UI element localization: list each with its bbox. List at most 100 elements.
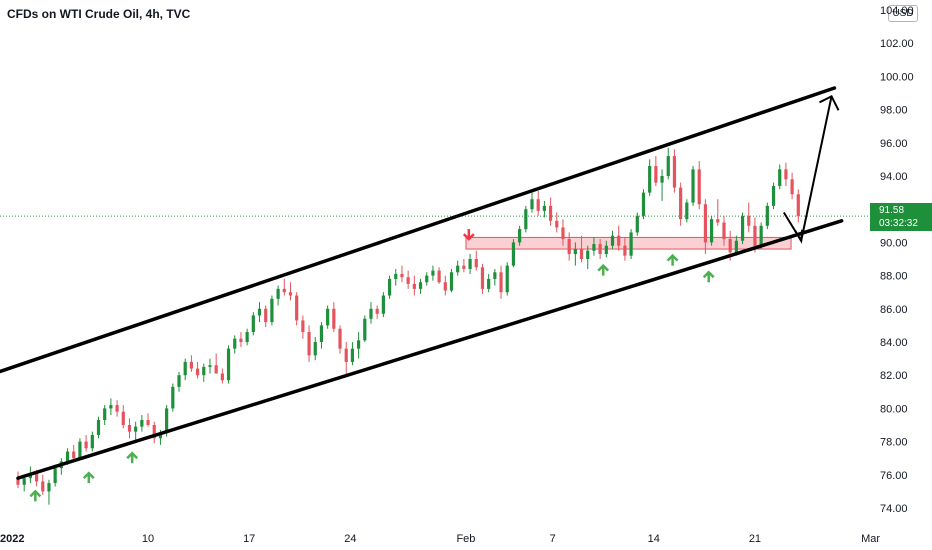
candle (592, 237, 596, 256)
candle (561, 219, 565, 246)
candle (493, 268, 497, 286)
candle (778, 164, 782, 190)
projection-turn (794, 229, 804, 244)
y-tick-label: 78.00 (880, 437, 908, 449)
candle (654, 156, 658, 186)
candle (72, 444, 76, 462)
candle (449, 268, 454, 293)
candle (524, 205, 528, 233)
candle (765, 202, 769, 230)
candle (344, 342, 348, 377)
candle (140, 415, 144, 432)
currency-button[interactable]: USD (888, 5, 918, 22)
candle (641, 189, 646, 220)
candle (90, 431, 94, 452)
candle (518, 225, 522, 246)
projection-path[interactable] (782, 96, 833, 242)
candle (251, 312, 255, 336)
candle (115, 400, 119, 417)
upper-channel-line[interactable] (0, 86, 837, 375)
lower-channel-line[interactable] (16, 219, 844, 480)
arrow-up-icon (82, 471, 95, 484)
candle (338, 325, 342, 354)
candle (660, 169, 664, 201)
candle (332, 302, 336, 333)
candle (270, 295, 274, 326)
candle (400, 265, 404, 283)
y-tick-label: 104.00 (880, 5, 914, 17)
x-tick-label: 7 (550, 533, 556, 545)
candle (295, 292, 299, 326)
candle (363, 315, 367, 342)
candle (790, 172, 794, 200)
candle (369, 302, 373, 324)
candle (747, 202, 751, 233)
candle (226, 345, 231, 384)
axes: 74.00 76.00 78.00 80.00 82.00 84.00 86.00 88.00… (0, 5, 914, 545)
candle (703, 199, 708, 255)
arrow-up-icon (126, 451, 139, 464)
candle (499, 265, 503, 299)
candle (573, 242, 577, 266)
candle (468, 254, 472, 274)
candle (697, 161, 701, 210)
candle (511, 239, 516, 268)
candle (505, 262, 509, 296)
candle (202, 363, 206, 382)
y-tick-label: 82.00 (880, 370, 908, 382)
candle (134, 421, 138, 442)
candle (239, 332, 243, 347)
x-tick-label: 24 (344, 533, 356, 545)
support-zone-layer (465, 236, 792, 250)
candle (146, 413, 150, 427)
candle (598, 239, 602, 259)
candle (214, 353, 218, 374)
candle (431, 265, 435, 281)
candle (47, 479, 51, 505)
arrow-down-icon (462, 229, 475, 241)
candle (288, 282, 293, 301)
markers (29, 229, 715, 502)
x-tick-label: Mar (861, 533, 880, 545)
y-tick-label: 76.00 (880, 470, 908, 482)
y-tick-label: 100.00 (880, 71, 914, 83)
x-tick-label: 14 (648, 533, 660, 545)
candle (350, 342, 355, 366)
candle (357, 332, 361, 359)
candle (127, 418, 132, 439)
candle (710, 215, 714, 246)
candle (555, 212, 559, 233)
candle (245, 328, 249, 346)
candle (257, 302, 262, 323)
bar-countdown: 03:32:32 (879, 218, 918, 229)
candle (437, 267, 441, 284)
y-tick-label: 98.00 (880, 105, 908, 117)
arrow-up-icon (666, 253, 679, 266)
candle (406, 270, 410, 289)
candle (412, 275, 416, 296)
y-tick-label: 102.00 (880, 38, 914, 50)
candle (586, 245, 590, 269)
candle (635, 212, 639, 236)
y-tick-label: 94.00 (880, 171, 908, 183)
x-tick-label: 17 (243, 533, 255, 545)
candle (716, 199, 720, 226)
candle (796, 189, 800, 223)
candle (579, 235, 584, 263)
candle (542, 200, 546, 218)
candle (548, 197, 553, 226)
candle (610, 230, 615, 250)
candle (208, 358, 212, 374)
candle (629, 229, 633, 259)
support-zone[interactable] (465, 236, 792, 250)
candle (443, 275, 447, 296)
candle (121, 405, 125, 429)
candles (16, 147, 800, 505)
candle (456, 260, 460, 276)
current-price-label: 91.58 03:32:32 (870, 203, 932, 231)
candle (425, 272, 429, 286)
candle (301, 315, 305, 339)
candle (282, 278, 286, 296)
candle (53, 464, 57, 487)
